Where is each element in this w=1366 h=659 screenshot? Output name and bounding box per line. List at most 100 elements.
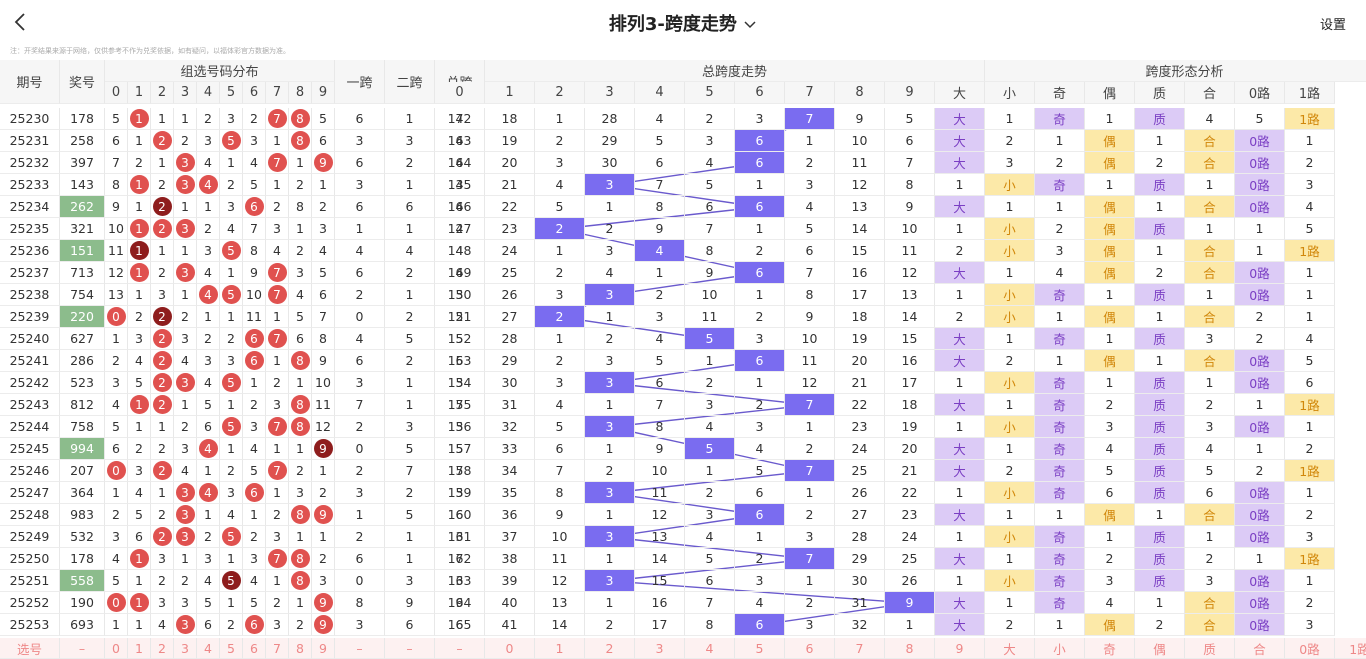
form-cell: 0路 (1235, 592, 1285, 614)
form-cell: 2 (985, 460, 1035, 482)
trend-cell: 3 (585, 240, 635, 262)
dist-hit: 6 (244, 615, 264, 634)
dist-cell: 1 (128, 614, 151, 636)
trend-cell: 3 (685, 394, 735, 416)
footer-cell: 奇 (1085, 638, 1135, 659)
form-cell: 1 (1035, 196, 1085, 218)
form-cell: 大 (935, 196, 985, 218)
page-title[interactable]: 排列3-跨度走势 (0, 10, 1366, 36)
trend-hit: 2 (535, 306, 585, 328)
form-cell: 2 (1185, 548, 1235, 570)
dist-cell: 1 (289, 372, 312, 394)
trend-cell: 8 (785, 284, 835, 306)
settings-button[interactable]: 设置 (1319, 18, 1346, 33)
form-cell: 合 (1185, 130, 1235, 152)
trend-cell: 14 (885, 306, 935, 328)
dist-cell: 9 (105, 196, 128, 218)
span2-cell: 6 (385, 614, 435, 636)
trend-cell: 25 (885, 548, 935, 570)
form-cell: 偶 (1085, 262, 1135, 284)
dist-cell: 8 (105, 174, 128, 196)
period-cell: 25235 (0, 218, 60, 240)
form-cell: 小 (985, 416, 1035, 438)
form-cell: 2 (935, 306, 985, 328)
span1-cell: 2 (335, 416, 385, 438)
dist-hit: 4 (198, 483, 218, 502)
trend-cell: 10 (685, 284, 735, 306)
trend-digit-header: 5 (685, 82, 735, 104)
dist-hit: 8 (290, 549, 310, 568)
form-label-header: 大 (935, 82, 985, 104)
dist-cell: 1 (197, 196, 220, 218)
dist-hit: 2 (152, 395, 172, 414)
footer-cell: 3 (635, 638, 685, 659)
dist-cell: 1 (289, 218, 312, 240)
trend-cell: 1 (585, 438, 635, 460)
trend-cell: 1 (785, 482, 835, 504)
dist-cell: 1 (243, 504, 266, 526)
trend-cell: 9 (635, 438, 685, 460)
form-cell: 5 (1285, 218, 1335, 240)
dist-cell: 6 (105, 130, 128, 152)
form-cell: 0路 (1235, 350, 1285, 372)
dist-cell: 12 (105, 262, 128, 284)
period-cell: 25251 (0, 570, 60, 592)
trend-cell: 27 (485, 306, 535, 328)
period-cell: 25236 (0, 240, 60, 262)
trend-cell: 9 (785, 306, 835, 328)
dist-cell: 8 (289, 108, 312, 130)
dist-hit: 7 (267, 417, 287, 436)
dist-hit: 8 (290, 109, 310, 128)
trend-cell: 3 (735, 108, 785, 130)
form-cell: 质 (1135, 284, 1185, 306)
trend-cell: 1 (735, 218, 785, 240)
trend-cell: 11 (835, 152, 885, 174)
trend-cell: 2 (735, 548, 785, 570)
dist-hit: 2 (152, 461, 172, 480)
back-button[interactable] (12, 12, 28, 32)
form-cell: 合 (1185, 614, 1235, 636)
form-cell: 1 (1135, 350, 1185, 372)
dist-hit: 1 (129, 593, 149, 612)
span2-cell: 2 (385, 482, 435, 504)
dist-cell: 1 (128, 130, 151, 152)
form-cell: 2 (1285, 504, 1335, 526)
dist-hit: 5 (221, 241, 241, 260)
span1-cell: 0 (335, 306, 385, 328)
dist-cell: 3 (174, 438, 197, 460)
form-cell: 奇 (1035, 394, 1085, 416)
trend-digit-header: 7 (785, 82, 835, 104)
dist-cell: 2 (151, 570, 174, 592)
trend-cell: 143 (435, 130, 485, 152)
dist-cell: 1 (197, 306, 220, 328)
form-cell: 1 (1135, 130, 1185, 152)
trend-hit: 3 (585, 284, 635, 306)
form-cell: 偶 (1085, 218, 1135, 240)
form-cell: 大 (935, 438, 985, 460)
dist-hit: 2 (152, 131, 172, 150)
trend-cell: 21 (885, 460, 935, 482)
trend-cell: 5 (635, 130, 685, 152)
form-cell: 4 (1085, 438, 1135, 460)
number-cell: 286 (60, 350, 105, 372)
dist-cell: 1 (128, 108, 151, 130)
dist-cell: 1 (151, 152, 174, 174)
dist-cell: 4 (128, 350, 151, 372)
trend-cell: 3 (535, 152, 585, 174)
form-cell: 1 (985, 196, 1035, 218)
trend-hit: 7 (785, 394, 835, 416)
form-cell: 1 (985, 394, 1035, 416)
form-cell: 1 (1235, 548, 1285, 570)
trend-cell: 14 (635, 548, 685, 570)
form-cell: 4 (1285, 196, 1335, 218)
period-cell: 25252 (0, 592, 60, 614)
trend-cell: 5 (735, 460, 785, 482)
span2-cell: 2 (385, 350, 435, 372)
trend-cell: 144 (435, 152, 485, 174)
form-label-header: 合 (1185, 82, 1235, 104)
form-cell: 2 (1235, 328, 1285, 350)
form-cell: 1 (1235, 438, 1285, 460)
trend-cell: 4 (735, 592, 785, 614)
form-cell: 1 (985, 328, 1035, 350)
dist-cell: 1 (220, 306, 243, 328)
